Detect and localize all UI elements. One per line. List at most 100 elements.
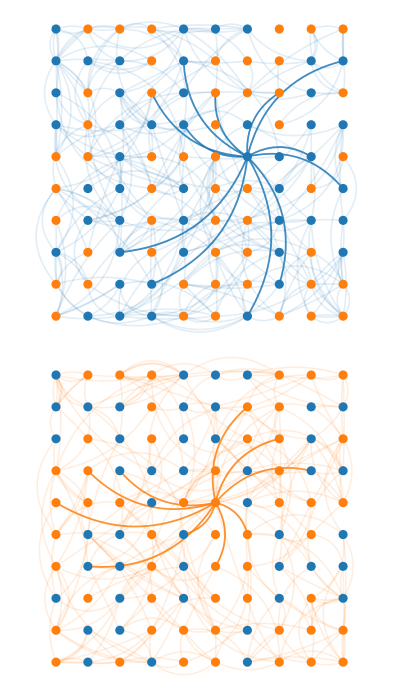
edge [55,276,152,285]
node [147,402,157,412]
edge [55,187,153,285]
edge [55,60,89,125]
node [179,56,189,66]
edge [151,661,216,676]
node [83,402,93,412]
edge [55,565,70,631]
node [179,529,189,540]
edge [151,156,217,254]
node [115,56,125,66]
edge [183,249,280,285]
node [274,402,284,412]
highlighted-edge [151,156,249,286]
edge [182,406,217,472]
edge [278,251,312,317]
node [242,657,252,667]
edge [182,629,216,663]
edge [214,438,312,536]
edge [308,220,344,317]
node [210,370,221,380]
edge [151,315,248,333]
edge [182,156,217,253]
edge [55,566,121,631]
node [306,466,316,476]
node [83,247,93,257]
edge [55,629,152,664]
node [306,561,316,572]
edge [52,438,89,504]
node [83,279,93,289]
edge [278,406,344,503]
edge [182,28,248,94]
edge [55,220,67,317]
edge [87,124,153,221]
node [338,498,348,508]
edge [115,28,153,126]
node [147,56,157,66]
edge [119,251,217,317]
edge [183,566,249,663]
edge [55,470,89,535]
edge [87,170,185,190]
edge [119,124,133,221]
edge [183,370,280,376]
node [83,593,93,603]
edge [151,28,187,125]
node [83,88,93,98]
node [338,152,348,162]
edge [342,156,358,221]
edge [310,28,344,62]
edge [55,187,121,253]
node [147,625,157,635]
node [51,247,61,257]
node [179,24,189,34]
edge [119,533,153,599]
edge [55,155,152,221]
edge [119,374,184,408]
edge [183,628,249,663]
edge [87,284,120,317]
node [274,183,284,194]
edge [278,502,312,567]
node [147,279,157,289]
edge [183,188,280,254]
edge [214,92,249,189]
edge [87,531,152,567]
edge [150,219,248,317]
edge [119,60,216,126]
node [274,370,284,380]
edge [151,92,248,126]
edge [55,406,153,472]
edge [36,438,57,535]
edge [246,534,280,599]
node [83,56,93,66]
edge [183,91,280,94]
edge [215,438,280,472]
edge [49,406,57,440]
node [274,434,284,444]
edge [247,374,312,408]
edge [278,124,344,221]
edge [246,188,281,253]
edge [341,630,344,663]
edge [182,566,217,631]
edge [183,356,280,376]
edge [55,470,89,536]
node [147,88,157,98]
edge [87,315,184,327]
edge [246,28,344,95]
node [306,247,316,257]
edge [183,283,280,323]
edge [150,406,248,471]
highlighted-edge [211,406,248,503]
edge [87,374,184,378]
edge [55,501,153,568]
edge [55,501,120,535]
edge [87,28,185,49]
edge [246,597,280,663]
edge [87,565,184,599]
node [338,625,348,635]
node [83,657,93,667]
edge [278,470,284,567]
